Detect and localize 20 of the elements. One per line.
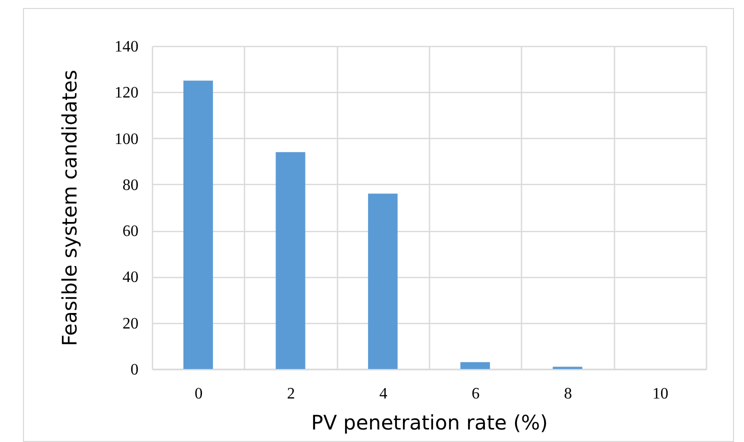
x-tick-label: 10 [652, 386, 668, 402]
y-tick-label: 20 [122, 315, 138, 332]
y-tick-label: 40 [122, 269, 138, 286]
y-tick-label: 120 [114, 84, 138, 102]
x-tick-label: 8 [564, 386, 572, 402]
x-tick-label: 4 [379, 386, 388, 402]
y-tick-label: 80 [122, 176, 138, 194]
y-axis-title: Feasible system candidates [58, 70, 82, 346]
y-tick-label: 100 [114, 130, 138, 148]
bar [460, 362, 490, 369]
x-axis-title: PV penetration rate (%) [311, 410, 548, 434]
x-tick-label: 2 [287, 386, 295, 402]
bar [368, 194, 398, 369]
x-tick-label: 0 [194, 386, 203, 402]
y-tick-label: 60 [122, 223, 138, 240]
y-tick-label: 0 [130, 362, 138, 378]
x-tick-label: 6 [472, 386, 480, 402]
bar [276, 152, 306, 369]
bar [183, 80, 213, 369]
y-tick-label: 140 [114, 38, 138, 56]
